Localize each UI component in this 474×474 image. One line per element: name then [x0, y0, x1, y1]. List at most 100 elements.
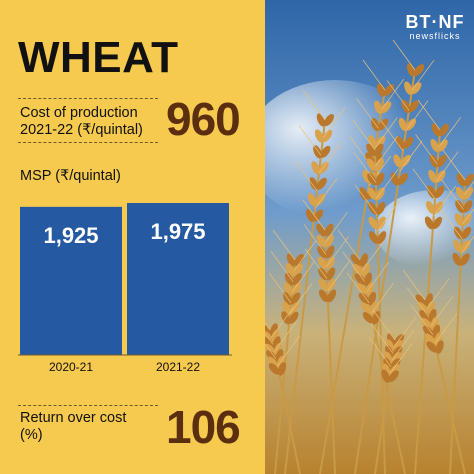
wheat-grain — [366, 143, 376, 157]
wheat-grain — [325, 245, 335, 259]
wheat-grain — [323, 113, 335, 127]
wheat-grain — [452, 252, 462, 266]
wheat-awn — [460, 235, 474, 254]
wheat-grain — [413, 64, 425, 76]
wheat-grain — [360, 253, 368, 267]
wheat-grain — [265, 337, 275, 349]
wheat-grain — [424, 333, 436, 345]
wheat-awn — [375, 135, 398, 167]
wheat-grain — [367, 172, 377, 186]
wheat-grain — [428, 169, 438, 183]
wheat-grain — [368, 202, 378, 215]
wheat-awn — [410, 304, 434, 336]
wheat-grain — [326, 267, 336, 281]
wheat-awn — [386, 80, 410, 111]
wheat-awn — [438, 116, 462, 148]
wheat-grain — [360, 302, 372, 314]
wheat-grain — [292, 273, 303, 286]
wheat-grain — [290, 292, 301, 305]
wheat-grain — [265, 324, 272, 336]
wheat-grain — [311, 161, 320, 175]
wheat-grain — [454, 213, 464, 227]
wheat-awn — [362, 59, 386, 91]
wheat-awn — [352, 119, 376, 151]
wheat-grain — [396, 136, 405, 150]
wheat-grain — [354, 273, 366, 285]
wheat-awn — [271, 306, 294, 338]
wheat-grain — [429, 154, 439, 168]
wheat-grain — [388, 370, 399, 383]
wheat-awn — [326, 236, 349, 267]
wheat-grain — [403, 136, 414, 149]
wheat-grain — [376, 216, 386, 230]
wheat-grain — [324, 234, 334, 248]
wheat-grain — [432, 216, 443, 229]
wheat-grain — [408, 100, 419, 113]
wheat-grain — [434, 185, 445, 199]
wheat-grain — [398, 117, 408, 132]
wheat-awn — [353, 152, 377, 183]
wheat-grain — [419, 310, 431, 322]
wheat-awn — [376, 168, 399, 199]
wheat-grain — [460, 253, 470, 266]
wheat-awn — [277, 335, 300, 367]
wheat-awn — [392, 39, 416, 71]
wheat-grain — [424, 216, 434, 230]
wheat-awn — [399, 140, 423, 172]
wheat-grain — [415, 294, 427, 306]
wheat-grain — [356, 283, 368, 295]
wheat-grain — [314, 193, 326, 206]
wheat-grain — [370, 301, 379, 315]
divider-top — [18, 98, 158, 99]
wheat-grain — [453, 239, 463, 253]
cost-of-production-label: Cost of production 2021-22 (₹/quintal) — [20, 105, 170, 139]
msp-chart-svg: 1,925 2020-21 1,975 2021-22 — [18, 203, 232, 374]
wheat-grain — [352, 263, 364, 276]
wheat-grain — [368, 216, 378, 230]
wheat-grain — [435, 340, 444, 354]
wheat-awn — [370, 323, 394, 354]
wheat-grain — [268, 363, 280, 375]
wheat-grain — [322, 129, 333, 142]
wheat-grain — [422, 325, 434, 337]
wheat-grain — [425, 200, 435, 214]
wheat-grain — [393, 154, 402, 168]
wheat-stalk — [324, 229, 336, 474]
wheat-grain — [318, 289, 329, 303]
wheat-grain — [364, 272, 373, 287]
return-label-line2: (%) — [20, 427, 43, 443]
wheat-grain — [373, 100, 383, 114]
wheat-awn — [381, 78, 405, 110]
wheat-awn — [402, 269, 426, 301]
wheat-grain — [367, 187, 378, 200]
wheat-awn — [303, 224, 327, 255]
msp-label: MSP (₹/quintal) — [20, 168, 121, 184]
wheat-grain — [433, 201, 444, 214]
wheat-grain — [437, 139, 448, 152]
wheat-grain — [377, 231, 387, 244]
wheat-grain — [461, 226, 472, 240]
wheat-grain — [366, 158, 377, 171]
wheat-grain — [374, 143, 384, 157]
wheat-awn — [314, 178, 338, 209]
wheat-grain — [439, 123, 449, 137]
wheat-grain — [359, 187, 368, 201]
wheat-grain — [267, 356, 279, 369]
wheat-awn — [327, 260, 350, 292]
wheat-grain — [313, 145, 322, 159]
x-tick-label: 2021-22 — [156, 360, 200, 374]
wheat-grain — [376, 83, 386, 97]
msp-bar-chart: 1,925 2020-21 1,975 2021-22 — [0, 190, 265, 375]
wheat-awn — [272, 229, 296, 261]
wheat-grain — [430, 138, 440, 152]
btnf-logo: BT·NF newsflicks — [404, 12, 466, 41]
wheat-grain — [404, 81, 413, 95]
wheat-grain — [266, 350, 277, 362]
wheat-grain — [313, 209, 324, 222]
wheat-grain — [460, 239, 471, 253]
wheat-grain — [456, 173, 466, 187]
wheat-awn — [302, 199, 326, 231]
wheat-awn — [304, 248, 328, 280]
wheat-grain — [350, 254, 362, 266]
wheat-grain — [377, 118, 389, 131]
